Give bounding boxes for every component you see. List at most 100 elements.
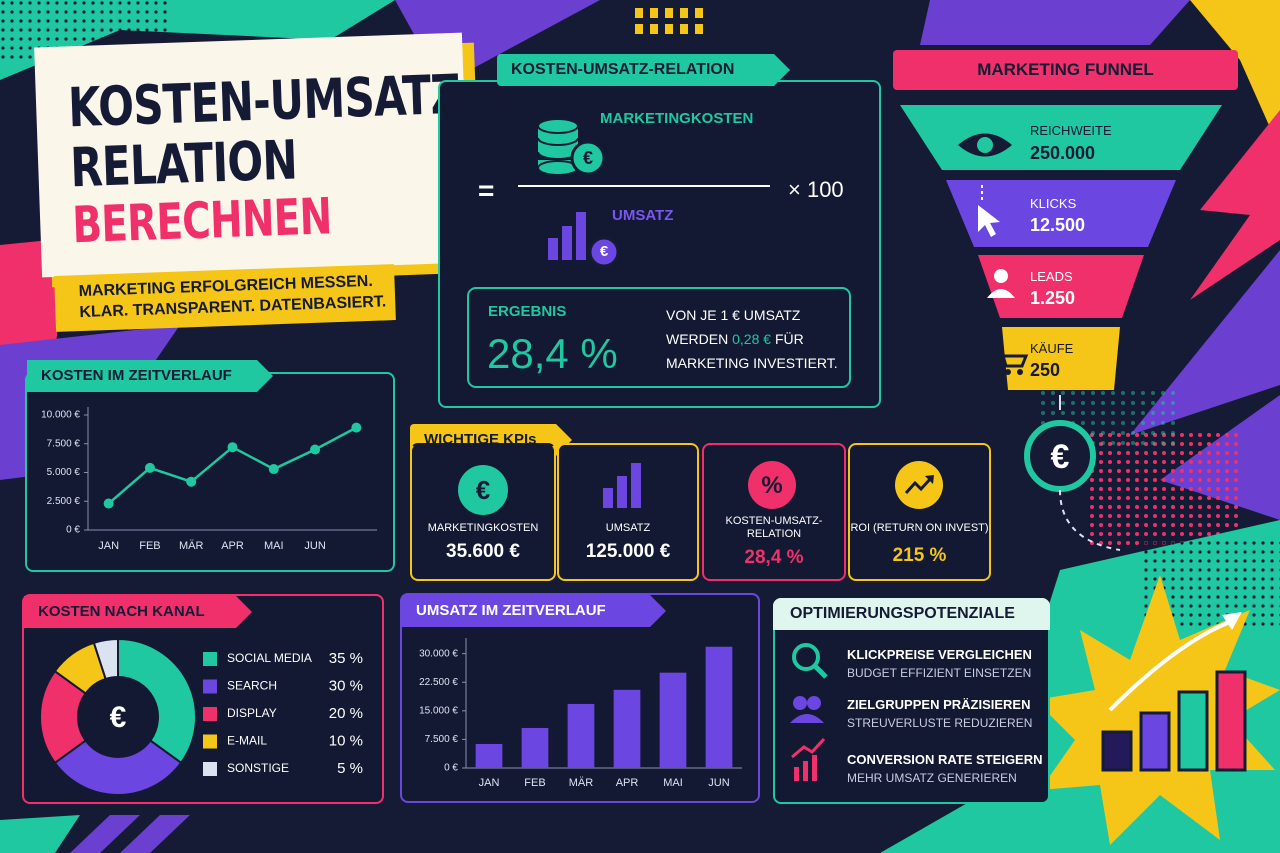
legend-label: SONSTIGE	[227, 761, 289, 775]
formula-graphic	[467, 118, 851, 388]
kpi-icon: %	[761, 472, 783, 499]
formula-title: KOSTEN-UMSATZ-RELATION	[497, 54, 790, 86]
explanation-text: FÜR	[774, 331, 804, 347]
y-tick-label: 0 €	[66, 525, 80, 536]
bar	[659, 672, 687, 768]
denominator: UMSATZ	[612, 207, 674, 224]
pie-center-label: €	[110, 701, 127, 734]
x-tick-label: MAI	[264, 540, 284, 552]
y-tick-label: 7.500 €	[47, 438, 81, 449]
result-label: ERGEBNIS	[488, 303, 567, 320]
legend-swatch	[203, 762, 217, 776]
funnel-value: 1.250	[1030, 288, 1076, 308]
kpi-value: 35.600 €	[446, 541, 520, 562]
explanation-text: WERDEN	[666, 331, 729, 347]
line-chart: 0 € 2.500 € 5.000 € 7.500 € 10.000 € JAN FEB MÄ…	[41, 407, 377, 552]
x-tick-label: JAN	[98, 540, 119, 552]
optimization-item-title: CONVERSION RATE STEIGERN	[847, 752, 1043, 767]
optimization-item-text: STREUVERLUSTE REDUZIEREN	[847, 716, 1033, 730]
legend-swatch	[203, 679, 217, 694]
chart-title: KOSTEN IM ZEITVERLAUF	[27, 360, 273, 392]
kpi-value: 28,4 %	[744, 547, 804, 568]
optimization-title-bar	[773, 598, 1050, 630]
subtitle-band: MARKETING ERFOLGREICH MESSEN. KLAR. TRAN…	[54, 264, 396, 332]
x-tick-label: FEB	[139, 540, 160, 552]
bar	[567, 703, 595, 768]
y-tick-label: 0 €	[444, 763, 458, 774]
funnel-title-bar	[893, 50, 1238, 90]
funnel-label: KLICKS	[1030, 196, 1077, 211]
equals-sign: =	[478, 175, 495, 206]
x-tick-label: MÄR	[179, 540, 204, 552]
kpi-card	[848, 443, 991, 581]
x-tick-label: MÄR	[569, 777, 594, 789]
chart-title: KOSTEN NACH KANAL	[24, 596, 252, 628]
x-tick-label: APR	[616, 777, 639, 789]
explanation: WERDEN 0,28 € FÜR	[666, 331, 804, 347]
point	[186, 476, 197, 487]
x-tick-label: JUN	[708, 777, 729, 789]
bar	[521, 727, 549, 768]
kpi-label: KOSTEN-UMSATZ-RELATION	[725, 515, 823, 540]
chart-title: UMSATZ IM ZEITVERLAUF	[402, 595, 666, 627]
numerator: MARKETINGKOSTEN	[600, 110, 754, 127]
explanation: MARKETING INVESTIERT.	[666, 355, 838, 371]
euro-symbol: €	[1050, 438, 1070, 476]
optimization-item-text: BUDGET EFFIZIENT EINSETZEN	[847, 666, 1032, 680]
y-tick-label: 30.000 €	[419, 648, 458, 659]
coin-symbol: €	[582, 148, 593, 168]
legend-value: 20 %	[329, 705, 363, 722]
legend-value: 10 %	[329, 732, 363, 749]
kpi-value: 215 %	[892, 545, 947, 566]
result-value: 28,4 %	[487, 330, 618, 377]
x-tick-label: JAN	[479, 777, 500, 789]
multiplier: × 100	[788, 177, 844, 202]
formula-panel	[438, 80, 881, 408]
y-tick-label: 5.000 €	[47, 467, 81, 478]
header-card: KOSTEN-UMSATZ- RELATION BERECHNEN	[34, 32, 477, 278]
x-tick-label: JUN	[304, 540, 325, 552]
y-tick-label: 15.000 €	[419, 705, 458, 716]
optimization-item-title: KLICKPREISE VERGLEICHEN	[847, 647, 1032, 662]
legend-label: DISPLAY	[227, 706, 277, 720]
legend-value: 5 %	[337, 760, 363, 777]
legend-label: SEARCH	[227, 679, 277, 693]
point	[227, 442, 238, 453]
kpi-card	[557, 443, 699, 581]
kpi-label: MARKETINGKOSTEN	[427, 522, 539, 534]
bar-chart: 0 € 7.500 € 15.000 € 22.500 € 30.000 € JAN FEB…	[419, 638, 742, 789]
kpi-icon: €	[475, 475, 491, 505]
x-tick-label: MAI	[663, 777, 683, 789]
explanation-highlight: 0,28 €	[732, 331, 772, 347]
legend-swatch	[203, 734, 217, 749]
coin-symbol: €	[599, 243, 609, 260]
bar	[705, 646, 733, 768]
funnel-title: MARKETING FUNNEL	[977, 60, 1154, 79]
pie-hole	[78, 677, 158, 757]
optimization-item-title: ZIELGRUPPEN PRÄZISIEREN	[847, 697, 1031, 712]
y-tick-label: 7.500 €	[425, 734, 459, 745]
legend-swatch	[203, 652, 217, 666]
x-tick-label: FEB	[524, 777, 545, 789]
funnel-label: LEADS	[1030, 269, 1073, 284]
optimization-icons	[790, 643, 828, 781]
funnel-value: 250.000	[1030, 143, 1096, 163]
point	[351, 422, 362, 433]
funnel-graphic	[900, 105, 1222, 390]
point	[268, 464, 279, 475]
pie-chart: € SOCIAL MEDIA 35 % SEARCH 30 % DISPLAY 20 % E-…	[39, 637, 363, 796]
x-tick-label: APR	[221, 540, 244, 552]
point	[103, 498, 114, 509]
point	[310, 444, 321, 455]
title: KOSTEN-UMSATZ-	[67, 62, 478, 140]
funnel-value: 12.500	[1030, 215, 1086, 235]
explanation: VON JE 1 € UMSATZ	[666, 307, 801, 323]
optimization-item-text: MEHR UMSATZ GENERIEREN	[847, 771, 1017, 785]
funnel-label: REICHWEITE	[1030, 123, 1112, 138]
bar	[613, 689, 641, 768]
title: BERECHNEN	[71, 187, 333, 255]
kpi-label: UMSATZ	[605, 522, 651, 534]
kpi-value: 125.000 €	[585, 541, 671, 562]
y-tick-label: 22.500 €	[419, 677, 458, 688]
